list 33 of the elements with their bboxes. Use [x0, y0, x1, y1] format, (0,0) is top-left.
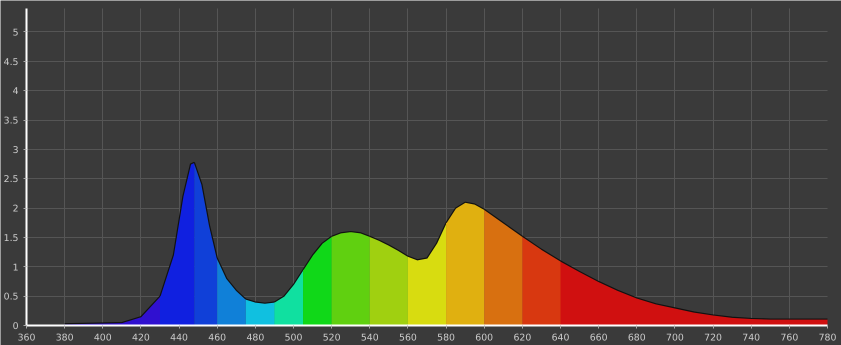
x-tick-label: 680 — [628, 332, 646, 344]
x-tick-label: 500 — [284, 332, 302, 344]
y-tick-label: 0 — [12, 321, 19, 332]
y-tick-label: 1 — [12, 262, 19, 274]
y-tick-label: 5 — [12, 27, 19, 38]
x-tick-label: 660 — [590, 332, 608, 344]
y-tick-label: 3 — [12, 144, 19, 156]
x-tick-label: 420 — [132, 332, 150, 344]
y-tick-label: 4 — [12, 86, 19, 98]
x-tick-label: 440 — [170, 332, 188, 344]
y-tick-label: 1.5 — [4, 232, 19, 244]
y-tick-label: 4.5 — [4, 56, 19, 68]
x-tick-label: 540 — [360, 332, 379, 344]
y-tick-label: 2 — [12, 204, 19, 215]
x-tick-label: 640 — [552, 332, 570, 344]
x-tick-label: 620 — [513, 332, 532, 344]
x-tick-label: 580 — [437, 332, 456, 344]
x-tick-label: 520 — [322, 332, 341, 344]
x-tick-label: 700 — [666, 332, 684, 344]
x-tick-label: 360 — [18, 332, 36, 344]
y-tick-label: 0.5 — [4, 292, 19, 303]
x-tick-label: 400 — [94, 332, 112, 344]
x-tick-label: 480 — [246, 332, 264, 344]
y-tick-label: 3.5 — [4, 116, 19, 127]
x-tick-label: 760 — [780, 332, 798, 344]
x-tick-label: 740 — [742, 332, 760, 344]
x-tick-label: 380 — [56, 332, 74, 344]
x-tick-label: 600 — [475, 332, 494, 344]
y-tick-label: 2.5 — [4, 174, 19, 186]
x-tick-label: 780 — [818, 332, 836, 344]
x-tick-label: 560 — [399, 332, 417, 344]
x-tick-label: 460 — [208, 332, 226, 344]
x-tick-label: 720 — [704, 332, 722, 344]
